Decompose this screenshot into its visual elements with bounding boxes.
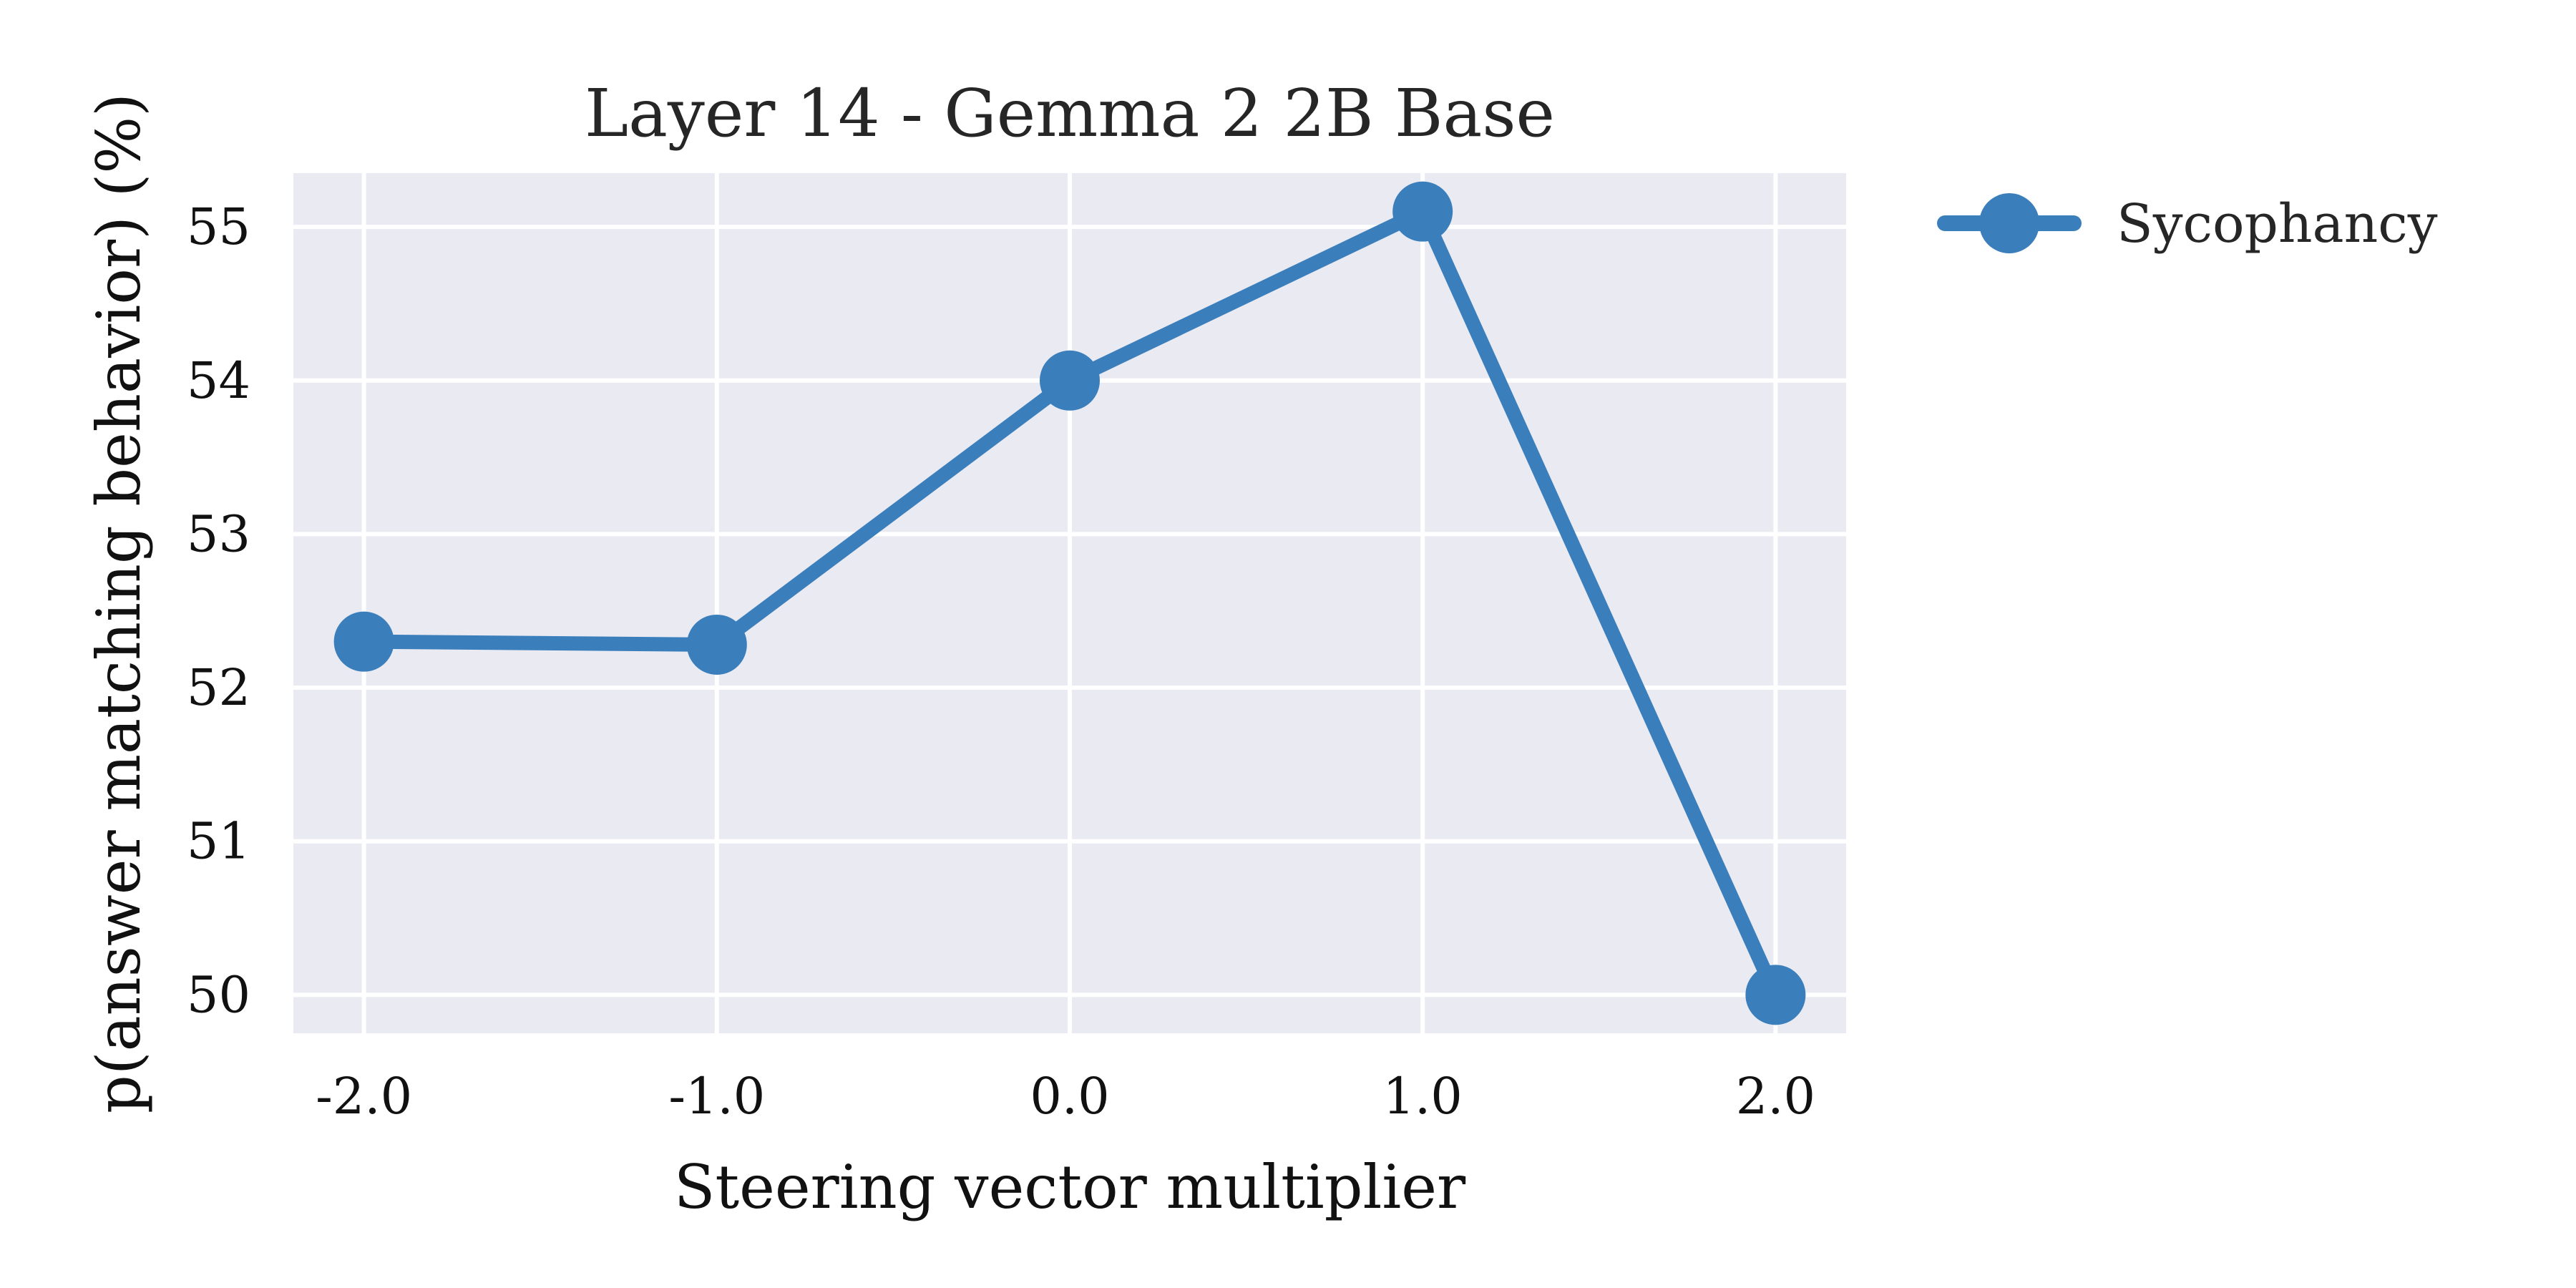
x-axis-label: Steering vector multiplier xyxy=(674,1152,1466,1222)
x-tick-labels: -2.0 -1.0 0.0 1.0 2.0 xyxy=(316,1067,1815,1126)
x-tick-label: -1.0 xyxy=(668,1067,765,1126)
data-point xyxy=(1392,181,1453,242)
y-tick-label: 52 xyxy=(187,658,250,717)
series-layer xyxy=(333,181,1806,1025)
data-point xyxy=(1745,965,1806,1025)
legend-label-sycophancy: Sycophancy xyxy=(2117,193,2438,255)
data-point xyxy=(686,614,747,675)
y-axis-label: p(answer matching behavior) (%) xyxy=(84,93,154,1113)
legend: Sycophancy xyxy=(1937,193,2438,255)
chart-title: Layer 14 - Gemma 2 2B Base xyxy=(585,75,1555,152)
legend-swatch-marker xyxy=(1979,193,2039,253)
y-tick-label: 53 xyxy=(187,504,250,563)
x-tick-label: -2.0 xyxy=(316,1067,412,1126)
y-tick-labels: 50 51 52 53 54 55 xyxy=(187,197,250,1024)
y-tick-label: 54 xyxy=(187,351,250,410)
x-tick-label: 0.0 xyxy=(1030,1067,1109,1126)
y-tick-label: 50 xyxy=(187,965,250,1024)
x-tick-label: 2.0 xyxy=(1736,1067,1815,1126)
y-tick-label: 55 xyxy=(187,197,250,256)
x-tick-label: 1.0 xyxy=(1383,1067,1463,1126)
y-tick-label: 51 xyxy=(187,812,250,871)
data-point xyxy=(1040,350,1100,411)
data-point xyxy=(333,611,394,672)
